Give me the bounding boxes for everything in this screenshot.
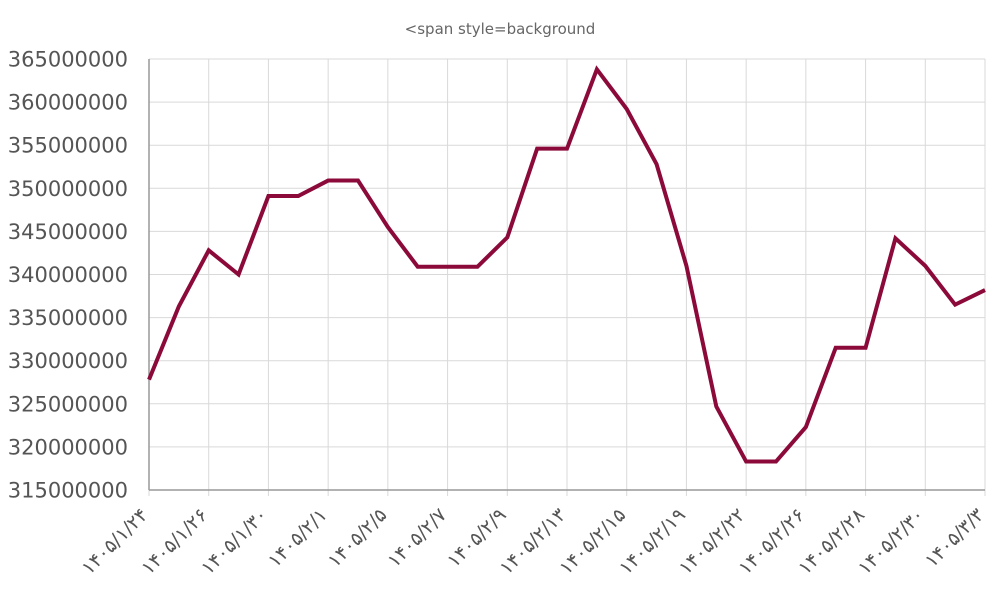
y-tick-label: 350000000 (8, 177, 128, 201)
x-tick-label: ۱۴۰۵/۲/۱ (264, 504, 332, 572)
x-tick-label: ۱۴۰۵/۲/۵ (323, 504, 391, 572)
x-tick-label: ۱۴۰۵/۲/۷ (383, 504, 451, 572)
y-tick-label: 340000000 (8, 263, 128, 287)
chart-title: <span style=background (404, 20, 596, 38)
y-tick-label: 335000000 (8, 306, 128, 330)
y-tick-label: 325000000 (8, 392, 128, 416)
x-tick-label: ۱۴۰۵/۳/۳ (921, 504, 989, 572)
x-tick-label: ۱۴۰۵/۲/۳۰ (854, 504, 929, 579)
y-tick-label: 355000000 (8, 134, 128, 158)
y-tick-label: 320000000 (8, 435, 128, 459)
y-tick-label: 345000000 (8, 220, 128, 244)
y-tick-label: 360000000 (8, 91, 128, 115)
x-tick-label: ۱۴۰۵/۱/۳۰ (197, 504, 272, 579)
y-tick-label: 365000000 (8, 48, 128, 72)
y-tick-label: 315000000 (8, 479, 128, 503)
y-tick-label: 330000000 (8, 349, 128, 373)
series-line (147, 65, 986, 464)
